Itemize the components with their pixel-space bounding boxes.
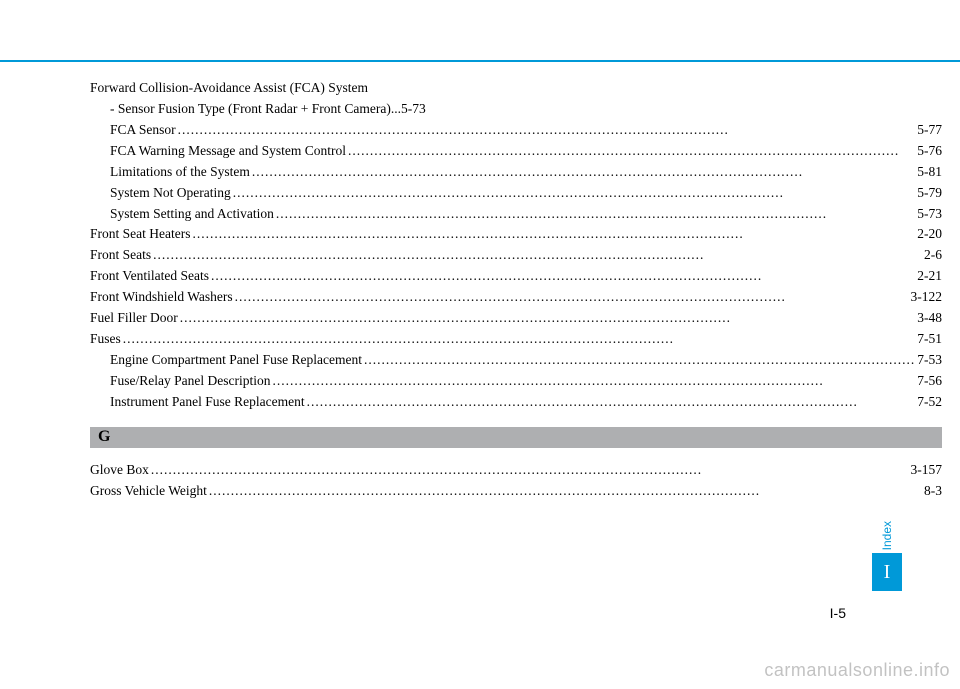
index-entry-label: System Setting and Activation bbox=[110, 204, 274, 225]
index-entry-page: 5-73 bbox=[401, 99, 426, 120]
index-entry: Gross Vehicle Weight 8-3 bbox=[90, 481, 942, 502]
index-entry: System Setting and Activation 5-73 bbox=[90, 204, 942, 225]
leader-dots bbox=[209, 481, 922, 502]
index-entry-page: 5-76 bbox=[917, 141, 942, 162]
index-entry: Fuses 7-51 bbox=[90, 329, 942, 350]
index-entry-page: 2-20 bbox=[917, 224, 942, 245]
index-entry: Front Seats 2-6 bbox=[90, 245, 942, 266]
index-entry-page: 5-77 bbox=[917, 120, 942, 141]
index-entry: System Not Operating 5-79 bbox=[90, 183, 942, 204]
side-tab-label: Index bbox=[880, 521, 894, 550]
left-top-entries: Forward Collision-Avoidance Assist (FCA)… bbox=[90, 78, 942, 413]
index-entry-label: FCA Warning Message and System Control bbox=[110, 141, 346, 162]
index-entry: Forward Collision-Avoidance Assist (FCA)… bbox=[90, 78, 942, 99]
index-entry-page: 5-81 bbox=[917, 162, 942, 183]
index-entry-label: Fuses bbox=[90, 329, 121, 350]
leader-dots bbox=[252, 162, 915, 183]
index-entry-label: Fuel Filler Door bbox=[90, 308, 178, 329]
index-entry-label: - Sensor Fusion Type (Front Radar + Fron… bbox=[110, 99, 391, 120]
leader-dots bbox=[272, 371, 915, 392]
leader-dots bbox=[178, 120, 916, 141]
index-entry-page: 2-6 bbox=[924, 245, 942, 266]
page-number: I-5 bbox=[830, 605, 846, 621]
index-entry-page: 3-48 bbox=[917, 308, 942, 329]
dots-short: ... bbox=[391, 99, 401, 120]
index-entry: Instrument Panel Fuse Replacement 7-52 bbox=[90, 392, 942, 413]
index-entry: - Sensor Fusion Type (Front Radar + Fron… bbox=[90, 99, 942, 120]
watermark: carmanualsonline.info bbox=[764, 660, 950, 681]
index-entry-label: Gross Vehicle Weight bbox=[90, 481, 207, 502]
index-entry-label: System Not Operating bbox=[110, 183, 231, 204]
leader-dots bbox=[123, 329, 915, 350]
leader-dots bbox=[153, 245, 922, 266]
index-entry-page: 2-21 bbox=[917, 266, 942, 287]
index-entry-label: Fuse/Relay Panel Description bbox=[110, 371, 270, 392]
index-entry: Glove Box 3-157 bbox=[90, 460, 942, 481]
top-rule bbox=[0, 60, 960, 62]
leader-dots bbox=[235, 287, 909, 308]
index-entry: Front Windshield Washers 3-122 bbox=[90, 287, 942, 308]
index-entry: FCA Warning Message and System Control 5-… bbox=[90, 141, 942, 162]
index-entry-label: Engine Compartment Panel Fuse Replacemen… bbox=[110, 350, 362, 371]
page-content: Forward Collision-Avoidance Assist (FCA)… bbox=[90, 78, 850, 576]
index-entry-page: 7-51 bbox=[917, 329, 942, 350]
leader-dots bbox=[180, 308, 915, 329]
index-entry-page: 8-3 bbox=[924, 481, 942, 502]
leader-dots bbox=[151, 460, 909, 481]
index-entry: Engine Compartment Panel Fuse Replacemen… bbox=[90, 350, 942, 371]
index-entry-page: 3-122 bbox=[910, 287, 942, 308]
index-entry: Limitations of the System 5-81 bbox=[90, 162, 942, 183]
side-tab-letter: I bbox=[872, 553, 902, 591]
leader-dots bbox=[276, 204, 915, 225]
index-entry-label: Front Seats bbox=[90, 245, 151, 266]
index-entry-label: Glove Box bbox=[90, 460, 149, 481]
index-entry-label: Front Ventilated Seats bbox=[90, 266, 209, 287]
index-entry-label: Instrument Panel Fuse Replacement bbox=[110, 392, 305, 413]
index-entry-page: 7-56 bbox=[917, 371, 942, 392]
leader-dots bbox=[348, 141, 915, 162]
index-entry: Fuse/Relay Panel Description 7-56 bbox=[90, 371, 942, 392]
g-entries: Glove Box 3-157 Gross Vehicle Weight 8-3 bbox=[90, 460, 942, 502]
side-tab: Index I bbox=[872, 521, 902, 591]
index-entry-page: 5-73 bbox=[917, 204, 942, 225]
leader-dots bbox=[192, 224, 915, 245]
leader-dots bbox=[307, 392, 916, 413]
index-entry-label: Limitations of the System bbox=[110, 162, 250, 183]
index-entry-label: FCA Sensor bbox=[110, 120, 176, 141]
index-entry: FCA Sensor 5-77 bbox=[90, 120, 942, 141]
leader-dots bbox=[233, 183, 915, 204]
leader-dots bbox=[364, 350, 915, 371]
index-entry-page: 3-157 bbox=[910, 460, 942, 481]
left-column: Forward Collision-Avoidance Assist (FCA)… bbox=[90, 78, 942, 576]
index-entry-page: 7-52 bbox=[917, 392, 942, 413]
index-entry-page: 5-79 bbox=[917, 183, 942, 204]
index-entry-page: 7-53 bbox=[917, 350, 942, 371]
index-entry: Front Ventilated Seats 2-21 bbox=[90, 266, 942, 287]
leader-dots bbox=[211, 266, 915, 287]
index-entry-label: Forward Collision-Avoidance Assist (FCA)… bbox=[90, 78, 368, 99]
index-entry-label: Front Seat Heaters bbox=[90, 224, 190, 245]
index-entry-label: Front Windshield Washers bbox=[90, 287, 233, 308]
index-entry: Front Seat Heaters 2-20 bbox=[90, 224, 942, 245]
section-heading-g: G bbox=[90, 427, 942, 448]
index-entry: Fuel Filler Door 3-48 bbox=[90, 308, 942, 329]
